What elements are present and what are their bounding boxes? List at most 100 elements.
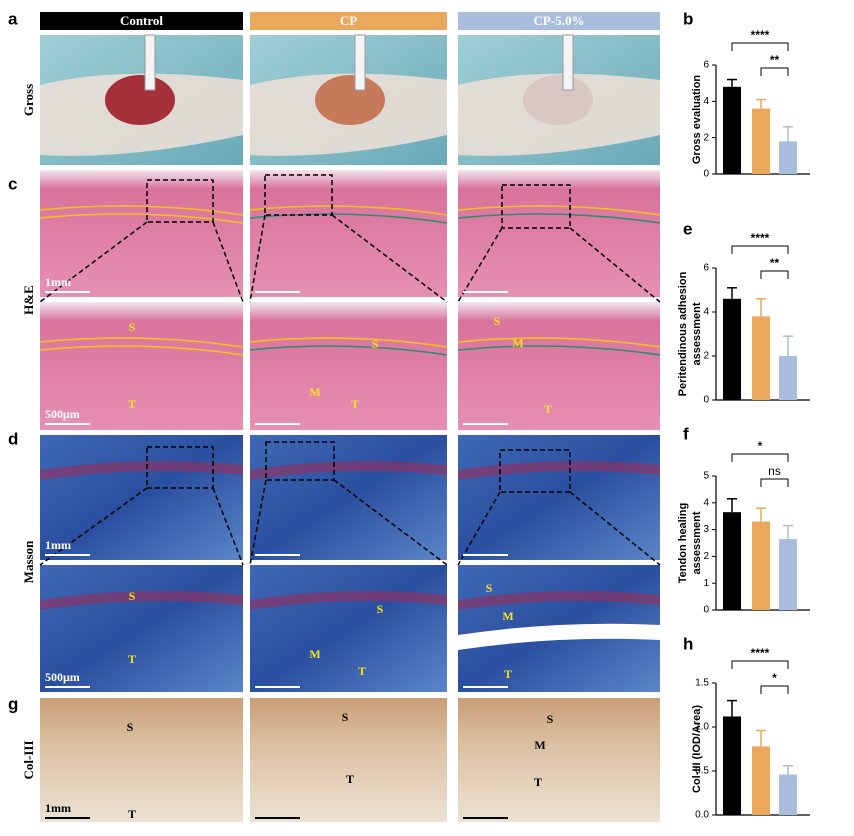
bar — [779, 538, 797, 610]
y-tick-label: 6 — [703, 60, 709, 71]
significance-bracket — [760, 685, 789, 694]
boundary-line — [249, 345, 448, 356]
zoom-line — [249, 214, 266, 303]
boundary-line — [457, 205, 661, 216]
y-tick-label: 1.5 — [695, 678, 709, 689]
zoom-line — [569, 491, 661, 566]
y-tick-label: 2 — [703, 351, 709, 362]
y-tick-label: 0.5 — [695, 766, 709, 777]
micrograph — [40, 698, 243, 822]
tissue-label: T — [128, 807, 136, 821]
micrograph — [250, 435, 447, 560]
group-header: CP — [340, 13, 357, 28]
micrograph — [458, 435, 660, 560]
boundary-line — [39, 345, 244, 356]
y-tick-label: 2 — [703, 551, 709, 562]
bar — [779, 356, 797, 400]
bar — [779, 141, 797, 174]
significance-label: **** — [751, 28, 770, 42]
tissue-label: M — [512, 336, 523, 350]
muscle-band — [40, 591, 243, 610]
tissue-label: T — [128, 652, 136, 666]
zoom-line — [39, 487, 148, 566]
boundary-line — [39, 213, 244, 224]
zoom-box — [264, 174, 333, 216]
scale-label: 500μm — [45, 407, 80, 421]
zoom-line — [457, 227, 503, 303]
bar — [723, 512, 741, 610]
y-axis-label: assessment — [691, 511, 703, 574]
tissue-label: S — [486, 581, 493, 595]
y-tick-label: 4 — [703, 497, 709, 508]
bar — [752, 746, 770, 815]
tissue-label: S — [129, 320, 136, 334]
tissue-label: M — [309, 647, 320, 661]
boundary-line — [457, 337, 661, 348]
bar — [752, 316, 770, 400]
row-label: Col-III — [21, 740, 36, 779]
zoom-line — [331, 214, 448, 303]
micrograph — [40, 302, 243, 430]
significance-bracket — [760, 67, 789, 76]
scale-label: 500μm — [45, 670, 80, 684]
tissue-label: T — [351, 397, 359, 411]
micrograph — [40, 565, 243, 692]
y-axis-label: Tendon healing — [677, 503, 689, 583]
muscle-band — [250, 461, 447, 480]
tissue-label: T — [128, 397, 136, 411]
probe — [354, 34, 366, 91]
zoom-line — [212, 221, 244, 303]
micrograph — [458, 170, 660, 297]
boundary-line — [249, 337, 448, 348]
tissue-label: S — [129, 589, 136, 603]
bar — [723, 716, 741, 815]
micrograph — [458, 698, 660, 822]
zoom-line — [39, 221, 148, 303]
bar — [723, 298, 741, 400]
tissue-label: T — [544, 402, 552, 416]
significance-bracket — [760, 478, 789, 487]
probe — [144, 34, 156, 91]
group-header-bar — [40, 12, 243, 30]
group-header: Control — [120, 13, 163, 28]
tissue-label: T — [534, 775, 542, 789]
group-header-bar — [458, 12, 660, 30]
y-tick-label: 4 — [703, 307, 709, 318]
tissue-label: M — [309, 385, 320, 399]
panel-label: e — [683, 219, 692, 238]
tissue-label: S — [547, 712, 554, 726]
muscle-band — [458, 461, 660, 480]
micrograph — [250, 302, 447, 430]
group-header: CP-5.0% — [534, 13, 585, 28]
zoom-box — [499, 449, 571, 493]
zoom-box — [265, 441, 335, 481]
group-header-bar — [250, 12, 447, 30]
panel-label: b — [683, 9, 693, 28]
scale-label: 1mm — [45, 275, 71, 289]
zoom-line — [249, 479, 267, 566]
tissue-label: T — [504, 667, 512, 681]
micrograph — [40, 435, 243, 560]
micrograph — [250, 698, 447, 822]
y-tick-label: 2 — [703, 132, 709, 143]
tissue-label: S — [494, 314, 501, 328]
panel-label: h — [683, 634, 693, 653]
panel-label: f — [683, 424, 689, 443]
y-axis-label: Peritendinous adhesion — [677, 271, 689, 396]
y-tick-label: 0 — [703, 169, 709, 180]
significance-bracket — [731, 245, 789, 254]
wound — [315, 75, 385, 125]
zoom-box — [146, 446, 214, 489]
tissue-label: S — [377, 602, 384, 616]
significance-label: **** — [751, 231, 770, 245]
boundary-line — [249, 213, 448, 224]
boundary-line — [39, 205, 244, 216]
significance-label: * — [772, 671, 777, 685]
zoom-box — [501, 184, 571, 229]
significance-bracket — [731, 42, 789, 51]
scale-label: 1mm — [45, 801, 71, 815]
scale-label: 1mm — [45, 538, 71, 552]
muscle-band — [40, 461, 243, 480]
y-tick-label: 3 — [703, 524, 709, 535]
